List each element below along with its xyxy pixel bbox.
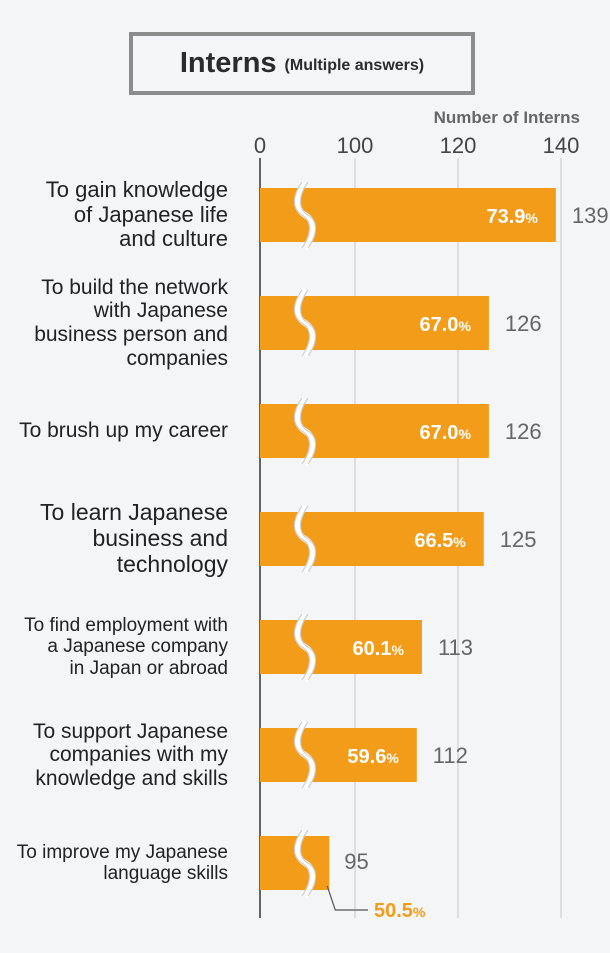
x-tick-label: 140 bbox=[543, 133, 580, 158]
category-label: To brush up my career bbox=[19, 419, 228, 443]
axis-break-gap bbox=[294, 504, 316, 574]
x-tick-label: 0 bbox=[254, 133, 266, 158]
axis-break-line bbox=[299, 829, 317, 897]
axis-break-gap bbox=[294, 720, 316, 790]
bar-value-label: 113 bbox=[438, 635, 473, 660]
chart-title-box: Interns (Multiple answers) bbox=[129, 32, 475, 95]
percent-unit: % bbox=[386, 750, 399, 766]
axis-break-line bbox=[293, 829, 311, 897]
axis-break-gap bbox=[294, 828, 316, 898]
axis-break-line bbox=[299, 613, 317, 681]
axis-break-line bbox=[299, 397, 317, 465]
bar-value-label: 112 bbox=[433, 743, 468, 768]
x-tick-label: 120 bbox=[440, 133, 477, 158]
axis-break-gap bbox=[294, 288, 316, 358]
percent-value: 67.0 bbox=[420, 422, 459, 444]
axis-break-gap bbox=[294, 180, 316, 250]
axis-break-gap bbox=[294, 612, 316, 682]
bar-value-label: 125 bbox=[500, 527, 537, 552]
category-label: To improve my Japanese language skills bbox=[16, 841, 228, 884]
percent-value: 50.5 bbox=[374, 900, 413, 922]
axis-break-gap bbox=[294, 396, 316, 466]
axis-break-line bbox=[299, 181, 317, 249]
bar bbox=[260, 728, 417, 782]
bar-value-label: 139 bbox=[572, 203, 609, 228]
x-axis-label: Number of Interns bbox=[433, 108, 580, 127]
axis-break-line bbox=[293, 397, 311, 465]
percent-value: 73.9 bbox=[486, 206, 525, 228]
percent-value: 60.1 bbox=[353, 638, 392, 660]
category-label: To build the network with Japanese busin… bbox=[34, 275, 228, 370]
chart-subtitle: (Multiple answers) bbox=[284, 56, 425, 74]
percent-unit: % bbox=[458, 318, 471, 334]
percent-unit: % bbox=[413, 904, 426, 920]
percent-unit: % bbox=[525, 210, 538, 226]
bar-percent-label: 67.0% bbox=[420, 422, 472, 444]
chart-title: Interns bbox=[179, 47, 277, 79]
bar-percent-label: 50.5% bbox=[374, 900, 426, 922]
axis-break-line bbox=[293, 505, 311, 573]
bar-percent-label: 67.0% bbox=[420, 314, 472, 336]
axis-break-line bbox=[293, 721, 311, 789]
axis-break-line bbox=[299, 289, 317, 357]
x-tick-label: 100 bbox=[337, 133, 374, 158]
percent-value: 59.6 bbox=[347, 746, 386, 768]
axis-break-line bbox=[293, 181, 311, 249]
axis-break-line bbox=[293, 289, 311, 357]
category-label: To support Japanese companies with my kn… bbox=[33, 719, 228, 790]
percent-unit: % bbox=[391, 642, 404, 658]
bar-value-label: 126 bbox=[505, 419, 542, 444]
percent-value: 67.0 bbox=[420, 314, 459, 336]
bar-value-label: 95 bbox=[344, 849, 368, 874]
bar-value-label: 126 bbox=[505, 311, 542, 336]
category-label: To gain knowledge of Japanese life and c… bbox=[45, 177, 228, 252]
bar-percent-label: 73.9% bbox=[486, 206, 538, 228]
bar-percent-label: 60.1% bbox=[353, 638, 405, 660]
percent-unit: % bbox=[458, 426, 471, 442]
bar-percent-label: 59.6% bbox=[347, 746, 399, 768]
category-label: To learn Japanese business and technolog… bbox=[40, 499, 228, 577]
bar bbox=[260, 620, 422, 674]
percent-unit: % bbox=[453, 534, 466, 550]
percent-value: 66.5 bbox=[414, 530, 453, 552]
category-label: To find employment with a Japanese compa… bbox=[24, 615, 228, 679]
bar-percent-label: 66.5% bbox=[414, 530, 466, 552]
axis-break-line bbox=[299, 505, 317, 573]
axis-break-line bbox=[293, 613, 311, 681]
axis-break-line bbox=[299, 721, 317, 789]
callout-leader-line bbox=[326, 885, 368, 911]
